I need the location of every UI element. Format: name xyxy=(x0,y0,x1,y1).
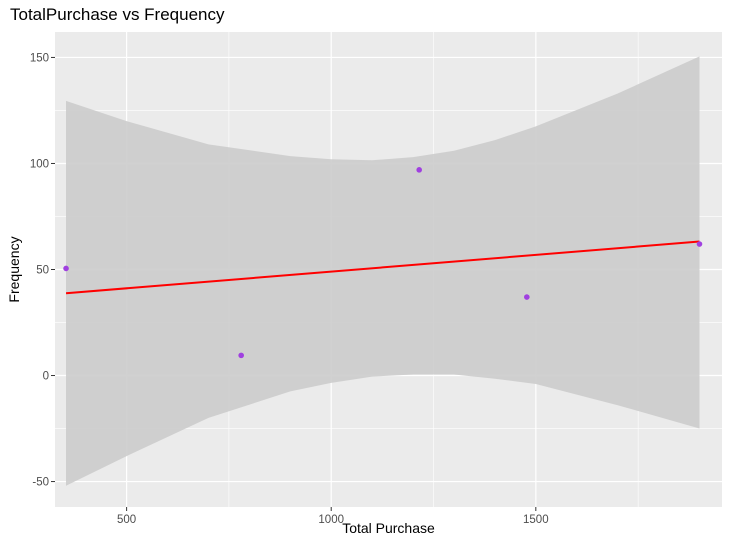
data-point xyxy=(696,241,703,247)
data-point xyxy=(416,167,422,173)
x-tick-label: 500 xyxy=(117,514,136,526)
y-tick-label: 150 xyxy=(30,52,49,64)
y-tick-label: 0 xyxy=(43,371,49,383)
data-points xyxy=(63,167,703,359)
x-tick-label: 1000 xyxy=(318,514,344,526)
trend-line xyxy=(65,240,700,295)
confidence-band xyxy=(66,56,700,486)
y-tick-label: -50 xyxy=(32,477,49,489)
x-tick-label: 1500 xyxy=(523,514,549,526)
y-axis-ticks: -50 0 50 100 150 xyxy=(30,52,55,489)
y-tick-label: 50 xyxy=(36,265,49,277)
x-axis-title: Total Purchase xyxy=(342,520,435,536)
data-point xyxy=(63,265,69,272)
data-point xyxy=(238,352,244,359)
data-point xyxy=(524,294,530,300)
x-axis-ticks: 500 1000 1500 xyxy=(117,507,549,526)
chart-title: TotalPurchase vs Frequency xyxy=(10,5,225,24)
y-axis-title: Frequency xyxy=(6,236,22,302)
y-tick-label: 100 xyxy=(30,158,49,170)
